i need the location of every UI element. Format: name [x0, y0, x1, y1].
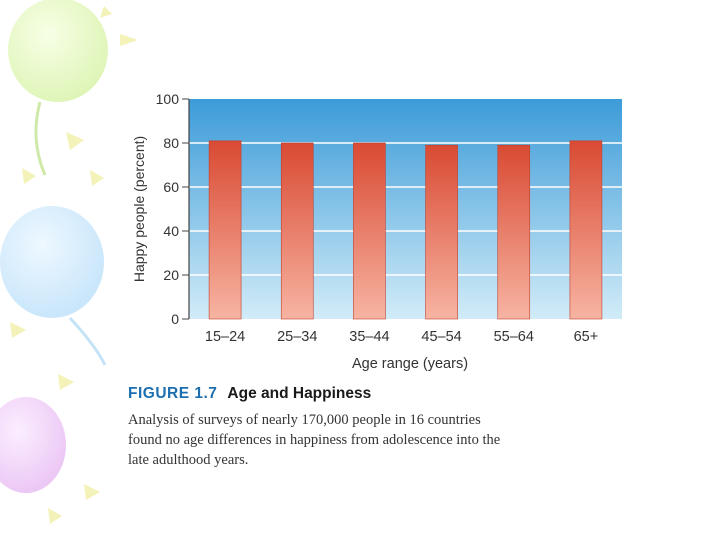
- y-tick-label: 60: [163, 179, 179, 195]
- bar-4: [425, 144, 458, 320]
- y-axis-label: Happy people (percent): [131, 136, 147, 282]
- x-axis-label: Age range (years): [352, 356, 468, 372]
- bar-5: [497, 144, 531, 320]
- y-tick-label: 100: [156, 91, 180, 107]
- y-tick-label: 80: [163, 135, 179, 151]
- caption-line-3: late adulthood years.: [128, 452, 249, 468]
- figure-number: FIGURE 1.7: [128, 385, 218, 402]
- plot-area: [189, 99, 622, 319]
- x-tick-label: 65+: [574, 329, 599, 345]
- bar-2: [280, 142, 314, 320]
- bar-3: [353, 142, 386, 320]
- y-tick-label: 0: [171, 311, 179, 327]
- caption-line-1: Analysis of surveys of nearly 170,000 pe…: [128, 412, 481, 428]
- x-tick-label: 55–64: [494, 329, 534, 345]
- figure-title: FIGURE 1.7 Age and Happiness: [128, 385, 371, 403]
- figure-caption: Analysis of surveys of nearly 170,000 pe…: [128, 410, 628, 470]
- x-tick-label: 35–44: [349, 329, 389, 345]
- bar-1: [208, 140, 242, 320]
- x-tick-label: 15–24: [205, 329, 245, 345]
- y-tick-label: 20: [163, 267, 179, 283]
- x-tick-label: 45–54: [421, 329, 461, 345]
- y-tick-label: 40: [163, 223, 179, 239]
- caption-line-2: found no age differences in happiness fr…: [128, 432, 501, 448]
- bar-6: [569, 140, 603, 320]
- x-tick-label: 25–34: [277, 329, 317, 345]
- figure-title-text: Age and Happiness: [227, 385, 372, 402]
